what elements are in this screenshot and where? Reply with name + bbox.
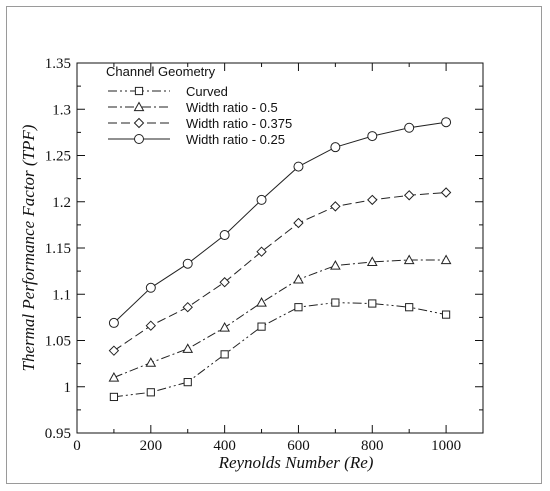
- x-tick-label: 800: [361, 438, 384, 454]
- data-point-marker: [256, 297, 267, 307]
- y-tick-label: 1: [64, 380, 72, 396]
- data-point-marker: [404, 122, 415, 133]
- legend-marker: [134, 86, 144, 96]
- series-line: [113, 302, 447, 398]
- data-point-marker: [219, 230, 230, 241]
- series-line: [113, 259, 447, 378]
- y-tick-label: 1.2: [52, 195, 71, 211]
- data-point-marker: [109, 392, 119, 402]
- y-tick-label: 1.3: [52, 102, 71, 118]
- legend-label: Width ratio - 0.25: [186, 132, 285, 147]
- data-point-marker: [330, 201, 341, 212]
- data-point-marker: [108, 317, 119, 328]
- data-point-marker: [257, 322, 266, 331]
- y-tick-label: 1.05: [45, 334, 71, 350]
- ticks: 0 200 400 600 800 1000 0.95 1 1.05 1.1 1.15 1.2 1.25…: [45, 56, 484, 454]
- data-point-marker: [293, 161, 304, 172]
- data-point-marker: [331, 298, 340, 307]
- legend-marker: [134, 134, 144, 144]
- x-tick-label: 1000: [431, 438, 461, 454]
- data-point-marker: [182, 301, 193, 313]
- y-tick-label: 1.35: [45, 56, 71, 72]
- data-point-marker: [219, 322, 230, 332]
- data-point-marker: [293, 273, 304, 284]
- legend-label: Curved: [186, 84, 228, 99]
- data-point-marker: [403, 190, 415, 201]
- data-point-marker: [108, 345, 120, 356]
- legend-marker: [133, 117, 145, 129]
- series-line: [113, 121, 447, 324]
- data-point-marker: [219, 277, 230, 288]
- data-point-marker: [441, 310, 451, 319]
- figure-frame: [6, 6, 542, 484]
- legend-label: Width ratio - 0.5: [186, 100, 278, 115]
- data-point-marker: [366, 256, 378, 266]
- data-point-marker: [441, 117, 452, 128]
- series-3: [108, 117, 452, 328]
- y-tick-label: 1.15: [45, 241, 71, 257]
- data-point-marker: [145, 282, 156, 293]
- x-tick-label: 600: [287, 438, 310, 454]
- series-line: [113, 192, 447, 352]
- y-axis-title: Thermal Performance Factor (TPF): [19, 124, 38, 371]
- data-point-marker: [220, 350, 229, 359]
- y-tick-label: 0.95: [45, 426, 71, 442]
- data-point-marker: [403, 254, 415, 265]
- data-point-marker: [440, 254, 452, 265]
- data-point-marker: [145, 320, 157, 331]
- data-point-marker: [330, 142, 341, 153]
- x-tick-label: 400: [213, 438, 236, 454]
- data-point-marker: [294, 303, 303, 312]
- x-tick-label: 0: [73, 438, 81, 454]
- data-point-marker: [256, 194, 267, 205]
- legend-marker: [133, 101, 145, 112]
- series-group: [108, 117, 452, 402]
- data-point-marker: [183, 378, 192, 387]
- x-axis-title: Reynolds Number (Re): [218, 453, 374, 472]
- data-point-marker: [182, 258, 193, 269]
- series-0: [109, 298, 451, 402]
- y-tick-label: 1.1: [52, 287, 71, 303]
- data-point-marker: [405, 303, 414, 312]
- y-tick-label: 1.25: [45, 149, 71, 165]
- series-2: [108, 187, 452, 356]
- legend-label: Width ratio - 0.375: [186, 116, 292, 131]
- data-point-marker: [256, 246, 267, 257]
- data-point-marker: [367, 194, 378, 206]
- data-point-marker: [182, 343, 194, 353]
- data-point-marker: [440, 187, 452, 198]
- data-point-marker: [108, 371, 120, 382]
- data-point-marker: [146, 388, 155, 397]
- x-tick-label: 200: [140, 438, 163, 454]
- data-point-marker: [145, 357, 157, 367]
- series-1: [108, 254, 452, 382]
- legend-title: Channel Geometry: [106, 64, 216, 79]
- data-point-marker: [367, 131, 378, 142]
- data-point-marker: [330, 260, 341, 270]
- data-point-marker: [368, 299, 377, 308]
- data-point-marker: [293, 217, 304, 229]
